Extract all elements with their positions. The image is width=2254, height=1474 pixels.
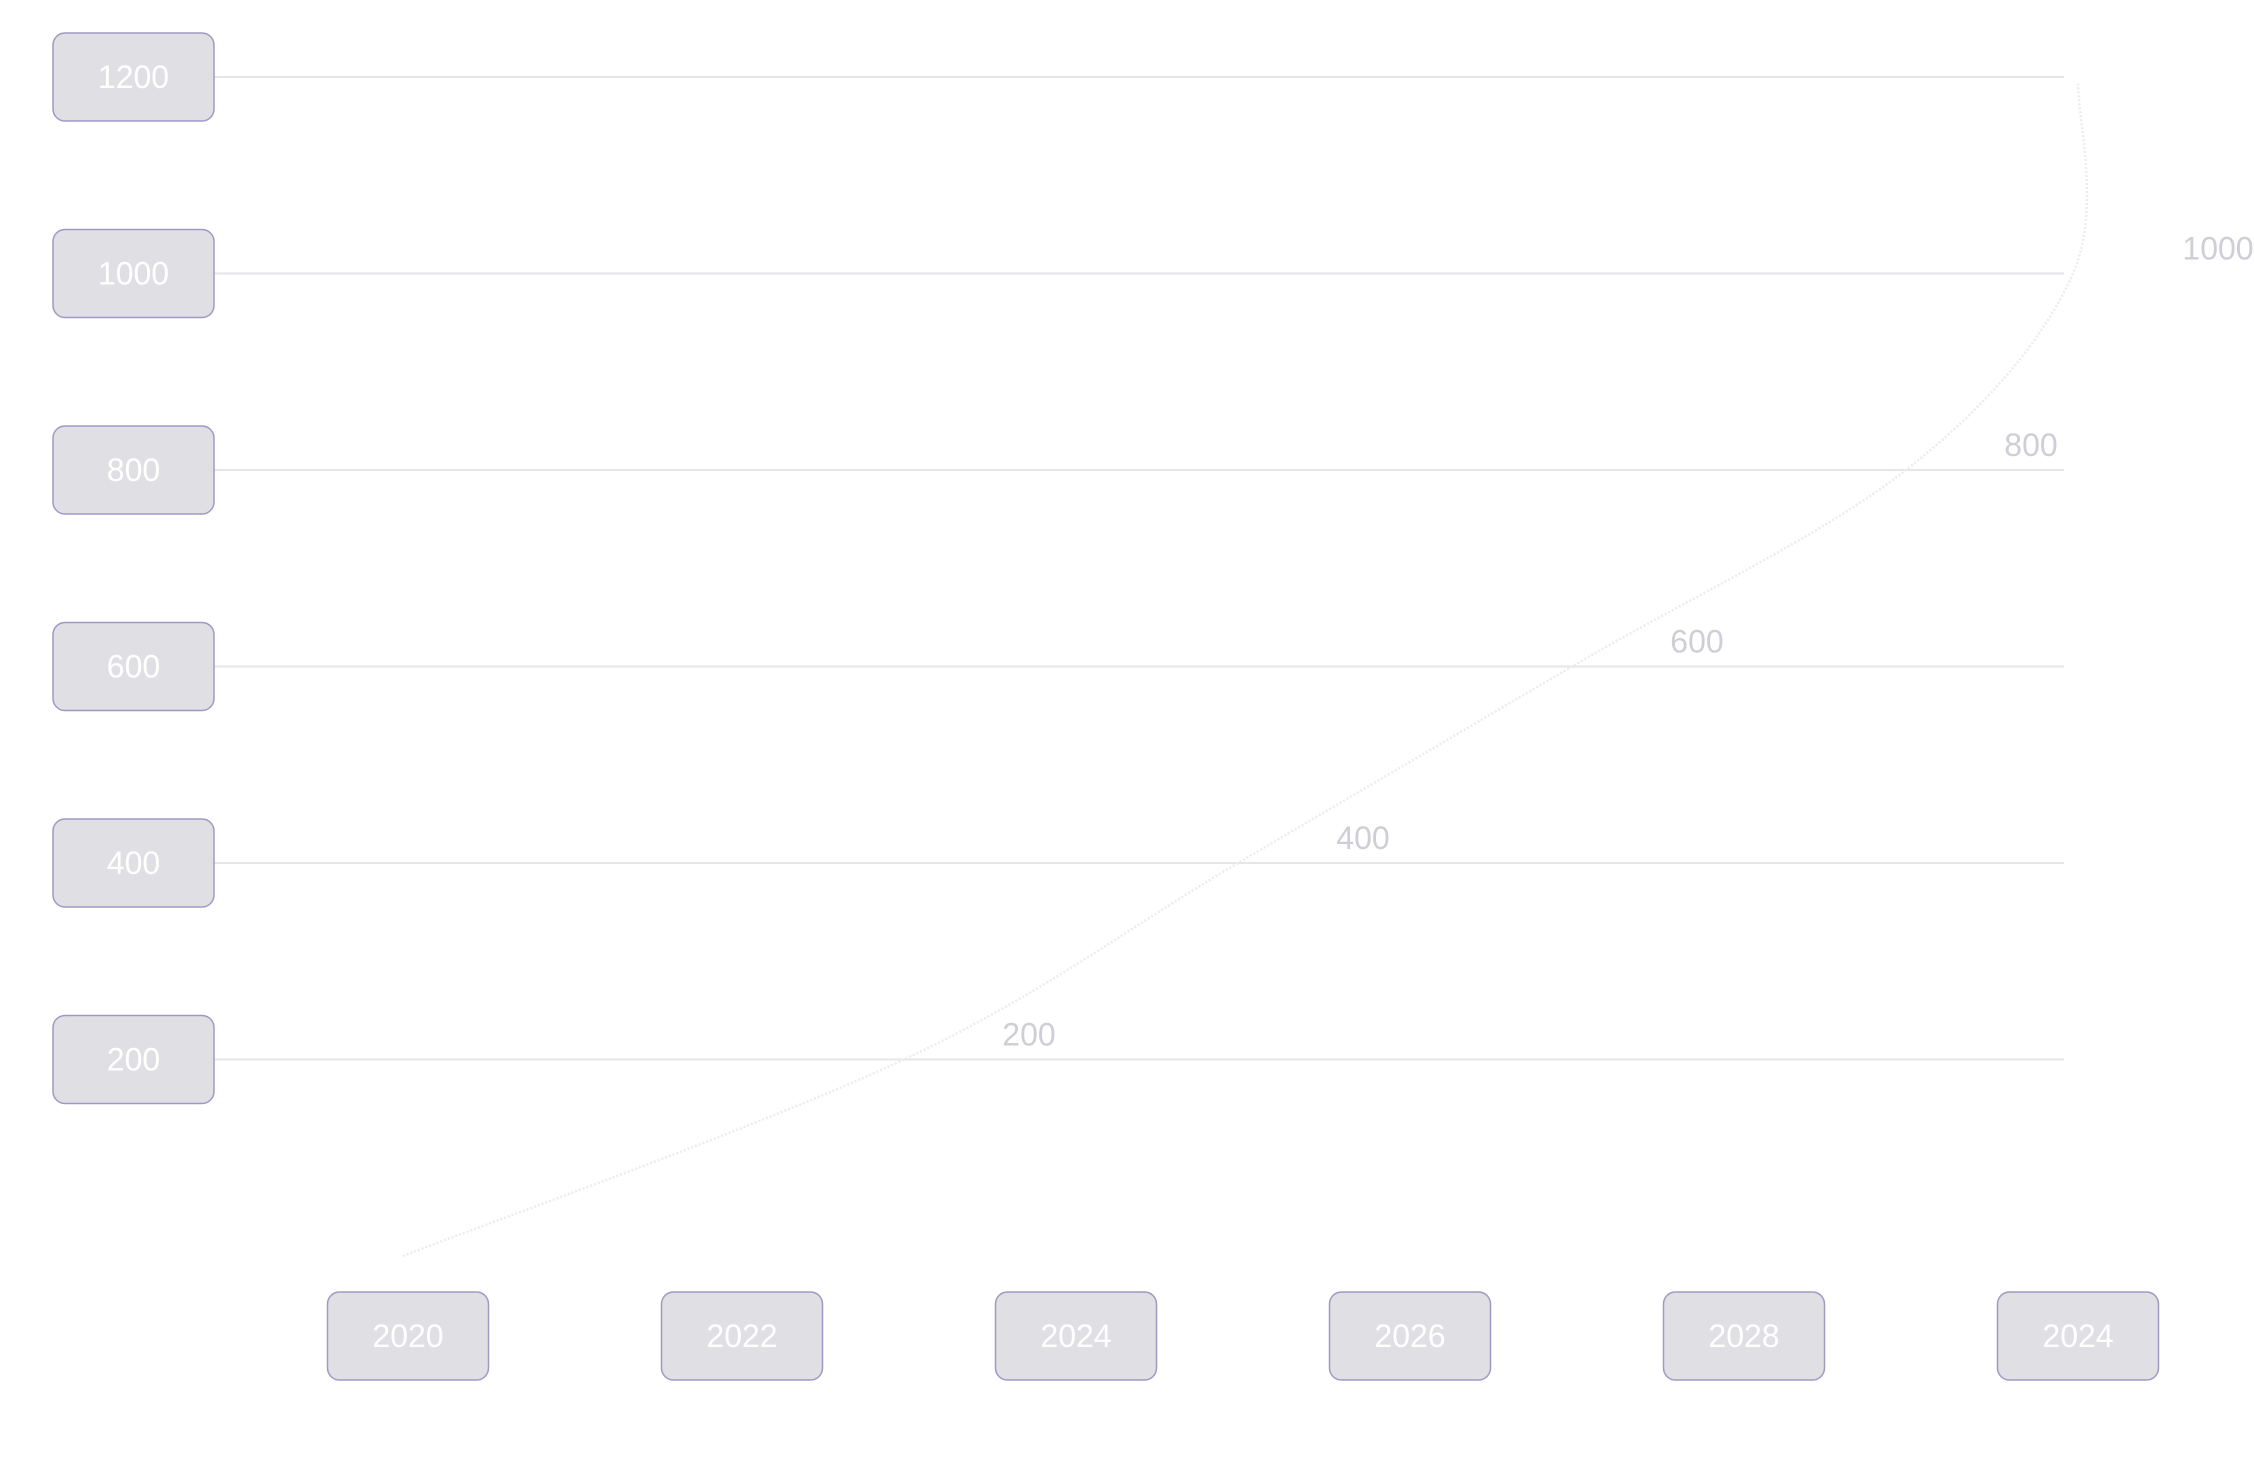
y-tick-box	[52, 228, 215, 319]
x-tick-label: 2020	[372, 1318, 443, 1354]
y-tick: 1200	[52, 32, 215, 122]
series-line	[402, 82, 2089, 1258]
x-tick-box	[1662, 1291, 1826, 1381]
y-tick: 800	[52, 425, 215, 515]
y-tick-box	[52, 425, 215, 515]
x-tick: 2022	[660, 1291, 824, 1381]
x-tick-box	[1328, 1291, 1492, 1381]
y-tick-label: 200	[107, 1042, 160, 1078]
data-label: 400	[1336, 820, 1389, 856]
data-label: 200	[1002, 1017, 1055, 1053]
data-labels: 200 400 600 800 1000	[1002, 231, 2253, 1053]
y-tick-label: 1200	[98, 59, 169, 95]
x-tick: 2024	[1996, 1291, 2160, 1381]
x-tick-label: 2026	[1374, 1318, 1445, 1354]
y-tick: 200	[52, 1014, 215, 1105]
data-label: 600	[1670, 624, 1723, 660]
x-tick: 2026	[1328, 1291, 1492, 1381]
x-tick-box	[1996, 1291, 2160, 1381]
y-tick-label: 1000	[98, 256, 169, 292]
x-tick: 2020	[326, 1291, 490, 1381]
y-tick-box	[52, 32, 215, 122]
y-tick-label: 400	[107, 845, 160, 881]
y-axis: 200 400 600 800 1000 1200	[52, 32, 215, 1105]
data-label: 800	[2004, 427, 2057, 463]
y-tick-box	[52, 621, 215, 712]
x-tick-label: 2022	[706, 1318, 777, 1354]
x-tick: 2028	[1662, 1291, 1826, 1381]
x-axis: 2020 2022 2024 2026 2028 2024	[326, 1291, 2160, 1381]
y-tick: 600	[52, 621, 215, 712]
y-tick-box	[52, 1014, 215, 1105]
y-tick-box	[52, 818, 215, 908]
y-tick-label: 800	[107, 452, 160, 488]
x-tick-label: 2024	[1040, 1318, 1111, 1354]
series-curve	[402, 82, 2089, 1258]
x-tick-box	[660, 1291, 824, 1381]
x-tick: 2024	[994, 1291, 1158, 1381]
gridlines	[214, 76, 2064, 1061]
y-tick: 400	[52, 818, 215, 908]
data-label: 1000	[2182, 231, 2253, 267]
y-tick-label: 600	[107, 649, 160, 685]
x-tick-box	[994, 1291, 1158, 1381]
x-tick-box	[326, 1291, 490, 1381]
x-tick-label: 2028	[1708, 1318, 1779, 1354]
y-tick: 1000	[52, 228, 215, 319]
x-tick-label: 2024	[2042, 1318, 2113, 1354]
